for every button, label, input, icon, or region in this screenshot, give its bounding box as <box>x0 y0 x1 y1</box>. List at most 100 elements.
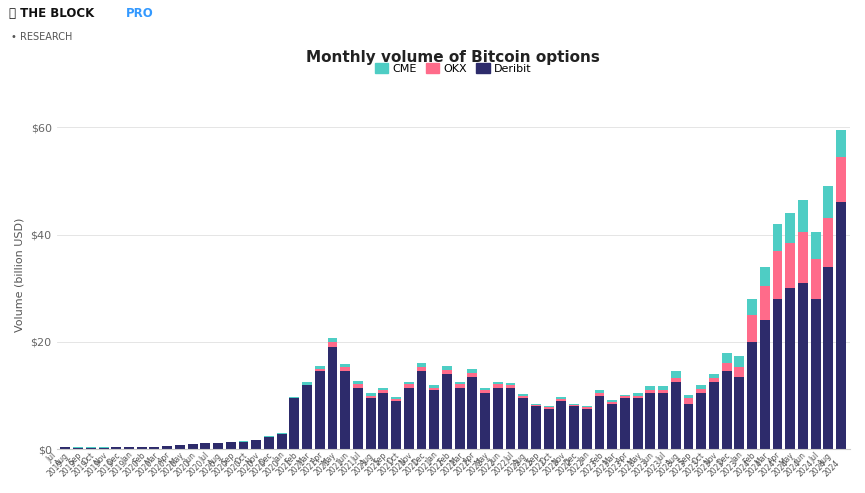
Bar <box>290 398 299 449</box>
Bar <box>417 363 426 367</box>
Text: • RESEARCH: • RESEARCH <box>11 32 73 42</box>
Bar <box>518 398 529 449</box>
Bar <box>823 267 833 449</box>
Bar <box>772 224 783 250</box>
Bar <box>544 409 554 449</box>
Bar <box>836 157 846 203</box>
Bar <box>467 377 477 449</box>
Bar <box>239 442 248 449</box>
Bar <box>734 377 745 449</box>
Bar <box>467 373 477 377</box>
Bar <box>645 389 656 393</box>
Bar <box>531 406 541 449</box>
Bar <box>734 356 745 367</box>
Bar <box>582 407 592 409</box>
Bar <box>696 385 706 389</box>
Bar <box>683 404 694 449</box>
Bar <box>836 130 846 157</box>
Bar <box>505 383 516 385</box>
Bar <box>277 433 286 434</box>
Bar <box>671 378 681 382</box>
Bar <box>759 285 770 320</box>
Bar <box>569 406 579 449</box>
Bar <box>340 367 350 371</box>
Bar <box>556 397 567 399</box>
Bar <box>696 393 706 449</box>
Bar <box>582 406 592 407</box>
Bar <box>823 186 833 218</box>
Bar <box>112 448 121 449</box>
Bar <box>531 405 541 406</box>
Bar <box>798 232 808 283</box>
Bar <box>671 371 681 378</box>
Bar <box>99 448 108 449</box>
Text: ⧈ THE BLOCK: ⧈ THE BLOCK <box>9 7 98 20</box>
Bar <box>556 399 567 401</box>
Bar <box>721 363 732 371</box>
Bar <box>404 382 413 385</box>
Bar <box>264 436 274 437</box>
Bar <box>391 397 401 399</box>
Bar <box>150 447 159 449</box>
Bar <box>785 243 795 288</box>
Bar <box>124 448 134 449</box>
Bar <box>429 390 439 449</box>
Bar <box>594 395 605 449</box>
Bar <box>417 367 426 371</box>
Bar <box>175 445 185 449</box>
Bar <box>251 440 261 449</box>
Bar <box>429 385 439 387</box>
Bar <box>607 404 617 449</box>
Bar <box>836 203 846 449</box>
Bar <box>493 382 503 385</box>
Bar <box>74 448 83 449</box>
Bar <box>493 385 503 387</box>
Bar <box>493 387 503 449</box>
Bar <box>531 404 541 405</box>
Bar <box>785 288 795 449</box>
Bar <box>315 369 324 371</box>
Bar <box>798 200 808 232</box>
Bar <box>315 366 324 369</box>
Bar <box>505 387 516 449</box>
Bar <box>671 382 681 449</box>
Bar <box>480 393 490 449</box>
Bar <box>404 385 413 387</box>
Bar <box>747 299 757 315</box>
Bar <box>378 393 388 449</box>
Bar <box>811 232 821 259</box>
Bar <box>391 401 401 449</box>
Bar <box>302 385 312 449</box>
Bar <box>759 320 770 449</box>
Bar <box>772 250 783 299</box>
Bar <box>632 395 643 398</box>
Bar <box>569 404 579 405</box>
Bar <box>213 443 223 449</box>
Bar <box>201 443 210 449</box>
Bar <box>747 342 757 449</box>
Bar <box>747 315 757 342</box>
Bar <box>467 369 477 373</box>
Bar <box>620 398 630 449</box>
Bar <box>328 342 337 347</box>
Bar <box>721 352 732 363</box>
Bar <box>188 444 197 449</box>
Bar <box>378 390 388 393</box>
Bar <box>620 394 630 396</box>
Bar <box>163 446 172 449</box>
Bar <box>328 338 337 342</box>
Bar <box>632 398 643 449</box>
Bar <box>328 347 337 449</box>
Bar <box>709 374 719 378</box>
Bar <box>785 213 795 243</box>
Bar <box>582 409 592 449</box>
Bar <box>721 371 732 449</box>
Bar <box>772 299 783 449</box>
Bar <box>594 393 605 395</box>
Bar <box>620 396 630 398</box>
Bar <box>544 406 554 407</box>
Bar <box>544 407 554 409</box>
Title: Monthly volume of Bitcoin options: Monthly volume of Bitcoin options <box>306 49 600 65</box>
Bar <box>302 382 312 385</box>
Bar <box>556 401 567 449</box>
